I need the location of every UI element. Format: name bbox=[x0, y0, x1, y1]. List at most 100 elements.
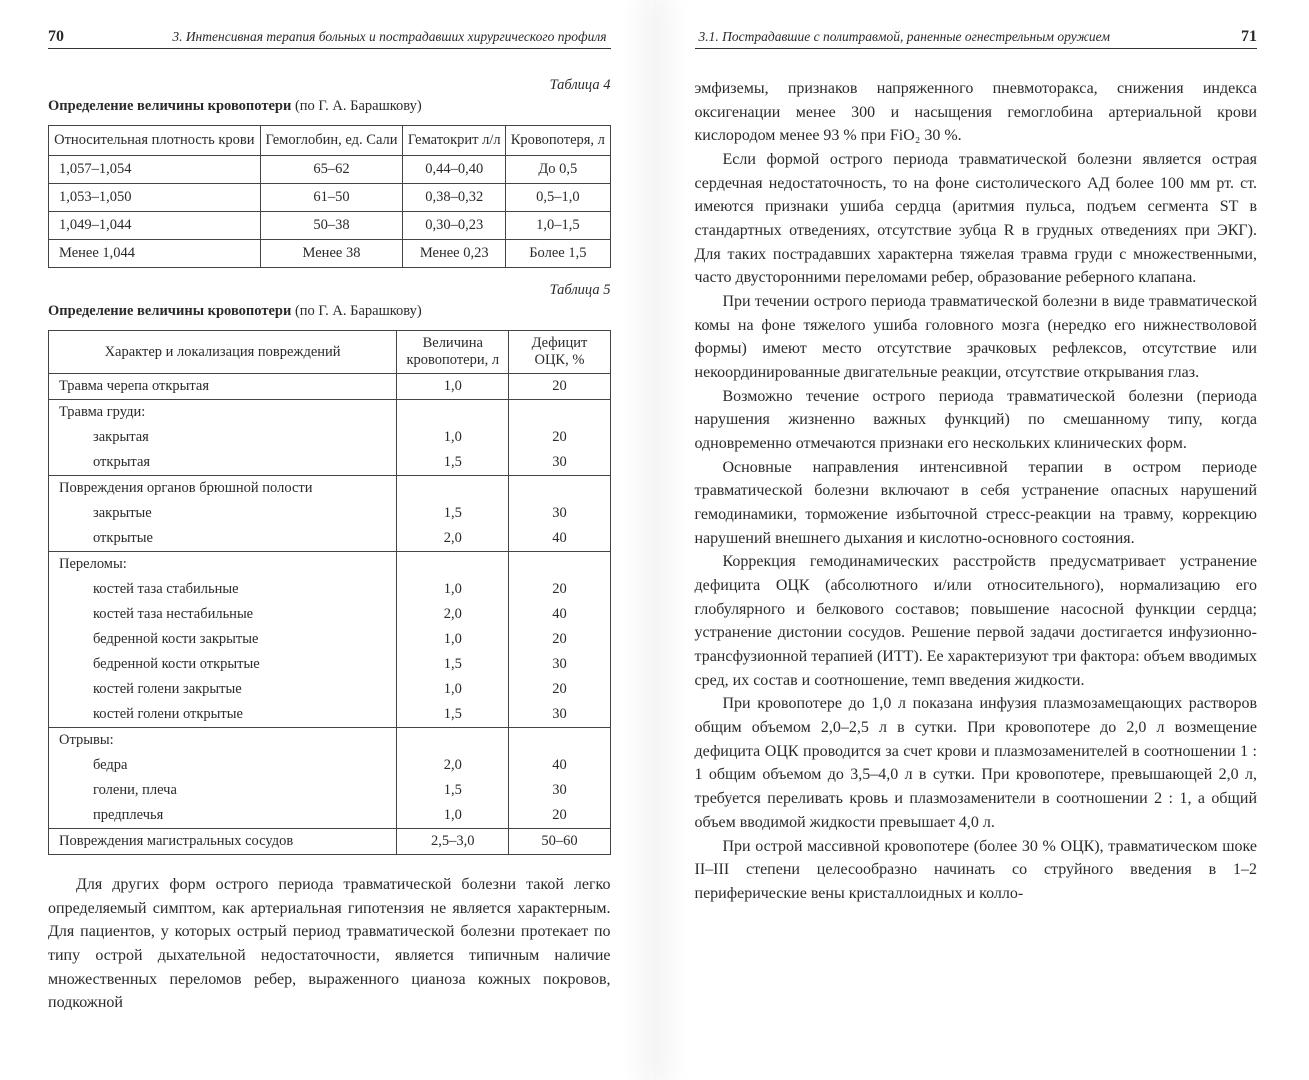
table4-caption: Определение величины кровопотери (по Г. … bbox=[48, 98, 611, 115]
table5-cell: 40 bbox=[509, 602, 610, 627]
table5-cell: закрытая bbox=[49, 425, 397, 450]
table5-cell: костей таза стабильные bbox=[49, 577, 397, 602]
table5-cell: 30 bbox=[509, 450, 610, 476]
page-number-right: 71 bbox=[1241, 28, 1257, 46]
table5-cell: 20 bbox=[509, 677, 610, 702]
table5-cell: 2,0 bbox=[397, 526, 509, 552]
table5-h1: Величина кровопотери, л bbox=[397, 331, 509, 374]
running-head-left: 70 3. Интенсивная терапия больных и пост… bbox=[48, 28, 611, 49]
table5-cell: 1,0 bbox=[397, 803, 509, 829]
table4-cell: 0,5–1,0 bbox=[506, 184, 610, 212]
table5-caption-rest: (по Г. А. Барашкову) bbox=[291, 303, 421, 319]
right-para: Коррекция гемодинамических расстройств п… bbox=[695, 550, 1258, 692]
table4-cell: Менее 38 bbox=[260, 240, 403, 268]
table5: Характер и локализация повреждений Велич… bbox=[48, 330, 611, 855]
table5-cell: 1,0 bbox=[397, 374, 509, 400]
table5-cell: Отрывы: bbox=[49, 728, 397, 754]
table4-row: 1,057–1,05465–620,44–0,40До 0,5 bbox=[49, 156, 611, 184]
table5-cell: 30 bbox=[509, 702, 610, 728]
table5-cell: 40 bbox=[509, 753, 610, 778]
table5-cell: Повреждения магистральных сосудов bbox=[49, 829, 397, 855]
table5-cell: Травма черепа открытая bbox=[49, 374, 397, 400]
table4-h2: Гематокрит л/л bbox=[403, 126, 506, 156]
table5-row: бедренной кости открытые1,530 bbox=[49, 652, 611, 677]
table5-cell bbox=[509, 552, 610, 578]
left-para-1: Для других форм острого периода травмати… bbox=[48, 873, 611, 1015]
table5-cell: открытая bbox=[49, 450, 397, 476]
table4-cell: До 0,5 bbox=[506, 156, 610, 184]
table5-row: предплечья1,020 bbox=[49, 803, 611, 829]
page-right: 3.1. Пострадавшие с политравмой, раненны… bbox=[655, 0, 1309, 1080]
table5-cell bbox=[509, 400, 610, 426]
table5-cell bbox=[509, 476, 610, 502]
table4-label: Таблица 4 bbox=[48, 77, 611, 94]
table4-cell: 0,30–0,23 bbox=[403, 212, 506, 240]
table5-row: закрытая1,020 bbox=[49, 425, 611, 450]
table5-row: бедра2,040 bbox=[49, 753, 611, 778]
table5-row: Переломы: bbox=[49, 552, 611, 578]
table5-row: костей голени открытые1,530 bbox=[49, 702, 611, 728]
table5-cell: бедра bbox=[49, 753, 397, 778]
table5-row: костей таза стабильные1,020 bbox=[49, 577, 611, 602]
table5-cell: 1,0 bbox=[397, 577, 509, 602]
table5-cell: костей таза нестабильные bbox=[49, 602, 397, 627]
table4-cell: 50–38 bbox=[260, 212, 403, 240]
table4-cell: 1,0–1,5 bbox=[506, 212, 610, 240]
table5-row: костей голени закрытые1,020 bbox=[49, 677, 611, 702]
table5-cell: 1,0 bbox=[397, 677, 509, 702]
table4-caption-bold: Определение величины кровопотери bbox=[48, 98, 291, 114]
table5-cell: 1,5 bbox=[397, 501, 509, 526]
right-para: При течении острого периода травматическ… bbox=[695, 290, 1258, 385]
table5-row: Повреждения магистральных сосудов2,5–3,0… bbox=[49, 829, 611, 855]
table5-cell: 1,0 bbox=[397, 627, 509, 652]
book-spread: 70 3. Интенсивная терапия больных и пост… bbox=[0, 0, 1309, 1080]
table4-h1: Гемоглобин, ед. Сали bbox=[260, 126, 403, 156]
table4-cell: 1,057–1,054 bbox=[49, 156, 261, 184]
table4-cell: 65–62 bbox=[260, 156, 403, 184]
table5-row: Повреждения органов брюшной полости bbox=[49, 476, 611, 502]
right-para: эмфиземы, признаков напряженного пневмот… bbox=[695, 77, 1258, 148]
table5-cell: предплечья bbox=[49, 803, 397, 829]
table5-cell bbox=[509, 728, 610, 754]
table5-cell bbox=[397, 728, 509, 754]
page-number-left: 70 bbox=[48, 28, 64, 46]
right-para: При кровопотере до 1,0 л показана инфузи… bbox=[695, 692, 1258, 834]
table4-cell: 61–50 bbox=[260, 184, 403, 212]
table5-cell: 2,0 bbox=[397, 602, 509, 627]
table5-cell bbox=[397, 476, 509, 502]
table5-caption: Определение величины кровопотери (по Г. … bbox=[48, 303, 611, 320]
table5-cell: 50–60 bbox=[509, 829, 610, 855]
table5-cell: 1,5 bbox=[397, 778, 509, 803]
table4-cell: 0,38–0,32 bbox=[403, 184, 506, 212]
table5-cell: 1,5 bbox=[397, 450, 509, 476]
table5-row: Травма черепа открытая1,020 bbox=[49, 374, 611, 400]
table5-label: Таблица 5 bbox=[48, 282, 611, 299]
table4-row: 1,053–1,05061–500,38–0,320,5–1,0 bbox=[49, 184, 611, 212]
table4-h3: Кровопотеря, л bbox=[506, 126, 610, 156]
table5-cell: голени, плеча bbox=[49, 778, 397, 803]
table4-cell: 1,049–1,044 bbox=[49, 212, 261, 240]
running-title-left: 3. Интенсивная терапия больных и пострад… bbox=[64, 29, 611, 45]
table4-cell: Менее 1,044 bbox=[49, 240, 261, 268]
right-body-text: эмфиземы, признаков напряженного пневмот… bbox=[695, 77, 1258, 906]
table5-cell: бедренной кости открытые bbox=[49, 652, 397, 677]
table5-h2: Дефицит ОЦК, % bbox=[509, 331, 610, 374]
table5-header-row: Характер и локализация повреждений Велич… bbox=[49, 331, 611, 374]
table5-cell: 30 bbox=[509, 501, 610, 526]
table4-row: 1,049–1,04450–380,30–0,231,0–1,5 bbox=[49, 212, 611, 240]
table5-row: Травма груди: bbox=[49, 400, 611, 426]
right-para: Основные направления интенсивной терапии… bbox=[695, 456, 1258, 551]
table5-cell: 2,0 bbox=[397, 753, 509, 778]
table5-cell: костей голени открытые bbox=[49, 702, 397, 728]
table5-row: костей таза нестабильные2,040 bbox=[49, 602, 611, 627]
table4-cell: Более 1,5 bbox=[506, 240, 610, 268]
right-para: Если формой острого периода травматическ… bbox=[695, 148, 1258, 290]
table5-cell: 20 bbox=[509, 374, 610, 400]
table5-cell: Травма груди: bbox=[49, 400, 397, 426]
table5-cell: костей голени закрытые bbox=[49, 677, 397, 702]
table5-cell: 30 bbox=[509, 778, 610, 803]
table5-cell: 1,5 bbox=[397, 702, 509, 728]
table4-row: Менее 1,044Менее 38Менее 0,23Более 1,5 bbox=[49, 240, 611, 268]
table5-cell bbox=[397, 400, 509, 426]
table5-row: голени, плеча1,530 bbox=[49, 778, 611, 803]
